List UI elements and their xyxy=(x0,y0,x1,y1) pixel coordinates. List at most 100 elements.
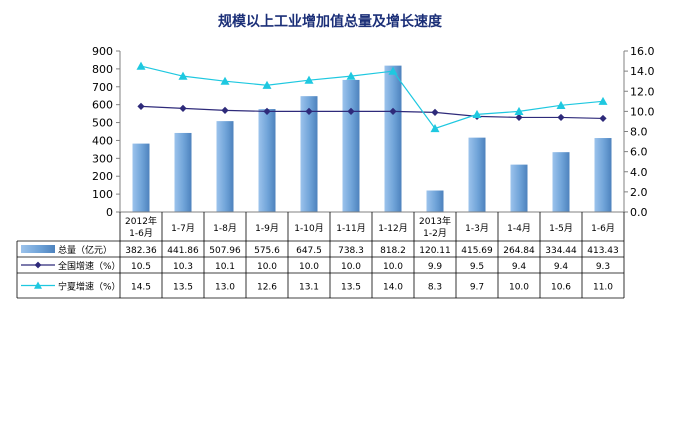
table-value: 10.1 xyxy=(215,262,235,272)
point-triangle xyxy=(262,80,272,89)
point-diamond xyxy=(347,107,355,115)
table-value: 9.7 xyxy=(470,283,484,293)
bar xyxy=(594,138,612,212)
point-diamond xyxy=(557,113,565,122)
table-value: 334.44 xyxy=(545,246,577,256)
bar xyxy=(174,132,192,212)
point-diamond xyxy=(305,107,313,115)
legend-marker-triangle xyxy=(34,281,42,289)
table-value: 9.4 xyxy=(512,262,527,272)
table-value: 13.0 xyxy=(215,283,235,293)
table-value: 9.3 xyxy=(596,262,610,272)
point-triangle xyxy=(472,109,482,118)
table-value: 10.0 xyxy=(257,262,277,272)
table-value: 413.43 xyxy=(587,246,619,256)
bar xyxy=(510,164,528,212)
category-label: 1-5月 xyxy=(549,223,573,234)
point-diamond xyxy=(431,108,439,116)
bar xyxy=(300,96,318,212)
table-value: 9.4 xyxy=(554,262,569,272)
bar xyxy=(258,109,276,212)
point-triangle xyxy=(556,100,566,109)
left-axis-tick-label: 600 xyxy=(92,99,113,112)
legend-label: 全国增速（%） xyxy=(58,260,121,272)
point-triangle xyxy=(598,96,608,105)
point-triangle xyxy=(304,75,314,84)
bar xyxy=(132,143,150,212)
point-diamond xyxy=(389,107,397,115)
series-line xyxy=(140,105,604,120)
category-label: 1-9月 xyxy=(255,223,279,234)
point-triangle xyxy=(220,76,230,85)
table-value: 10.0 xyxy=(383,262,403,272)
point-diamond xyxy=(221,106,229,114)
left-axis-tick-label: 300 xyxy=(92,152,113,165)
table-value: 12.6 xyxy=(257,283,277,293)
table-value: 738.3 xyxy=(338,246,364,256)
left-axis: 0 100 200 300 400 500 600 700 800 900 xyxy=(92,45,121,219)
category-label: 2012年 xyxy=(125,215,157,227)
table-value: 415.69 xyxy=(461,246,493,256)
table-value: 10.3 xyxy=(173,262,193,272)
table-value: 8.3 xyxy=(428,283,442,293)
right-axis-tick-label: 4.0 xyxy=(630,166,648,179)
legend-label: 总量（亿元） xyxy=(58,244,112,256)
right-axis-tick-label: 16.0 xyxy=(630,45,655,58)
bar xyxy=(216,121,234,212)
bar-series xyxy=(120,65,624,213)
table-value: 13.1 xyxy=(299,283,319,293)
chart-title: 规模以上工业增加值总量及增长速度 xyxy=(218,13,443,30)
point-diamond xyxy=(599,114,607,123)
table-value: 10.6 xyxy=(551,283,571,293)
data-table: 2012年 1-6月 1-7月 1-8月 1-9月 1-10月 1-11月 1-12月 2013… xyxy=(16,212,625,299)
right-axis-tick-label: 6.0 xyxy=(630,146,648,159)
point-triangle xyxy=(178,71,188,80)
table-value: 647.5 xyxy=(296,246,322,256)
left-axis-tick-label: 0 xyxy=(106,206,113,219)
table-value: 10.0 xyxy=(341,262,361,272)
table-value: 120.11 xyxy=(419,246,451,256)
point-triangle xyxy=(346,71,356,80)
point-triangle xyxy=(430,123,440,133)
category-label: 1-3月 xyxy=(465,223,489,234)
point-triangle xyxy=(136,61,146,70)
left-axis-tick-label: 500 xyxy=(92,117,113,130)
table-value: 818.2 xyxy=(380,246,406,256)
legend-marker-diamond xyxy=(34,261,42,269)
legend-bar-swatch xyxy=(21,245,55,253)
right-axis: 0.0 2.0 4.0 6.0 8.0 10.0 12.0 14.0 16.0 xyxy=(623,45,655,219)
table-value: 9.9 xyxy=(428,262,443,272)
category-label: 1-12月 xyxy=(378,223,407,234)
category-label: 2013年 xyxy=(419,215,451,227)
category-label: 1-6月 xyxy=(591,223,615,234)
table-value: 10.0 xyxy=(299,262,319,272)
right-axis-tick-label: 12.0 xyxy=(630,85,655,98)
category-label: 1-2月 xyxy=(423,228,447,239)
line-series xyxy=(136,61,608,133)
bar xyxy=(468,137,486,212)
category-label: 1-7月 xyxy=(171,223,195,234)
right-axis-tick-label: 8.0 xyxy=(630,126,648,139)
table-value: 507.96 xyxy=(209,246,241,256)
bar xyxy=(384,65,402,212)
left-axis-tick-label: 700 xyxy=(92,81,113,94)
table-value: 11.0 xyxy=(593,283,613,293)
point-diamond xyxy=(137,102,145,110)
table-value: 14.5 xyxy=(131,283,151,293)
point-diamond xyxy=(515,113,523,122)
legend-label: 宁夏增速（%） xyxy=(58,281,121,293)
left-axis-tick-label: 200 xyxy=(92,170,113,183)
category-label: 1-10月 xyxy=(294,223,323,234)
point-diamond xyxy=(179,104,187,112)
bar xyxy=(552,152,570,212)
bar xyxy=(426,190,444,212)
table-value: 382.36 xyxy=(125,246,157,256)
right-axis-tick-label: 14.0 xyxy=(630,65,655,78)
right-axis-tick-label: 0.0 xyxy=(630,206,648,219)
point-triangle xyxy=(514,106,524,115)
category-label: 1-8月 xyxy=(213,223,237,234)
point-diamond xyxy=(263,107,271,115)
category-label: 1-11月 xyxy=(336,223,365,234)
series-line xyxy=(140,65,604,130)
table-value: 13.5 xyxy=(341,283,361,293)
